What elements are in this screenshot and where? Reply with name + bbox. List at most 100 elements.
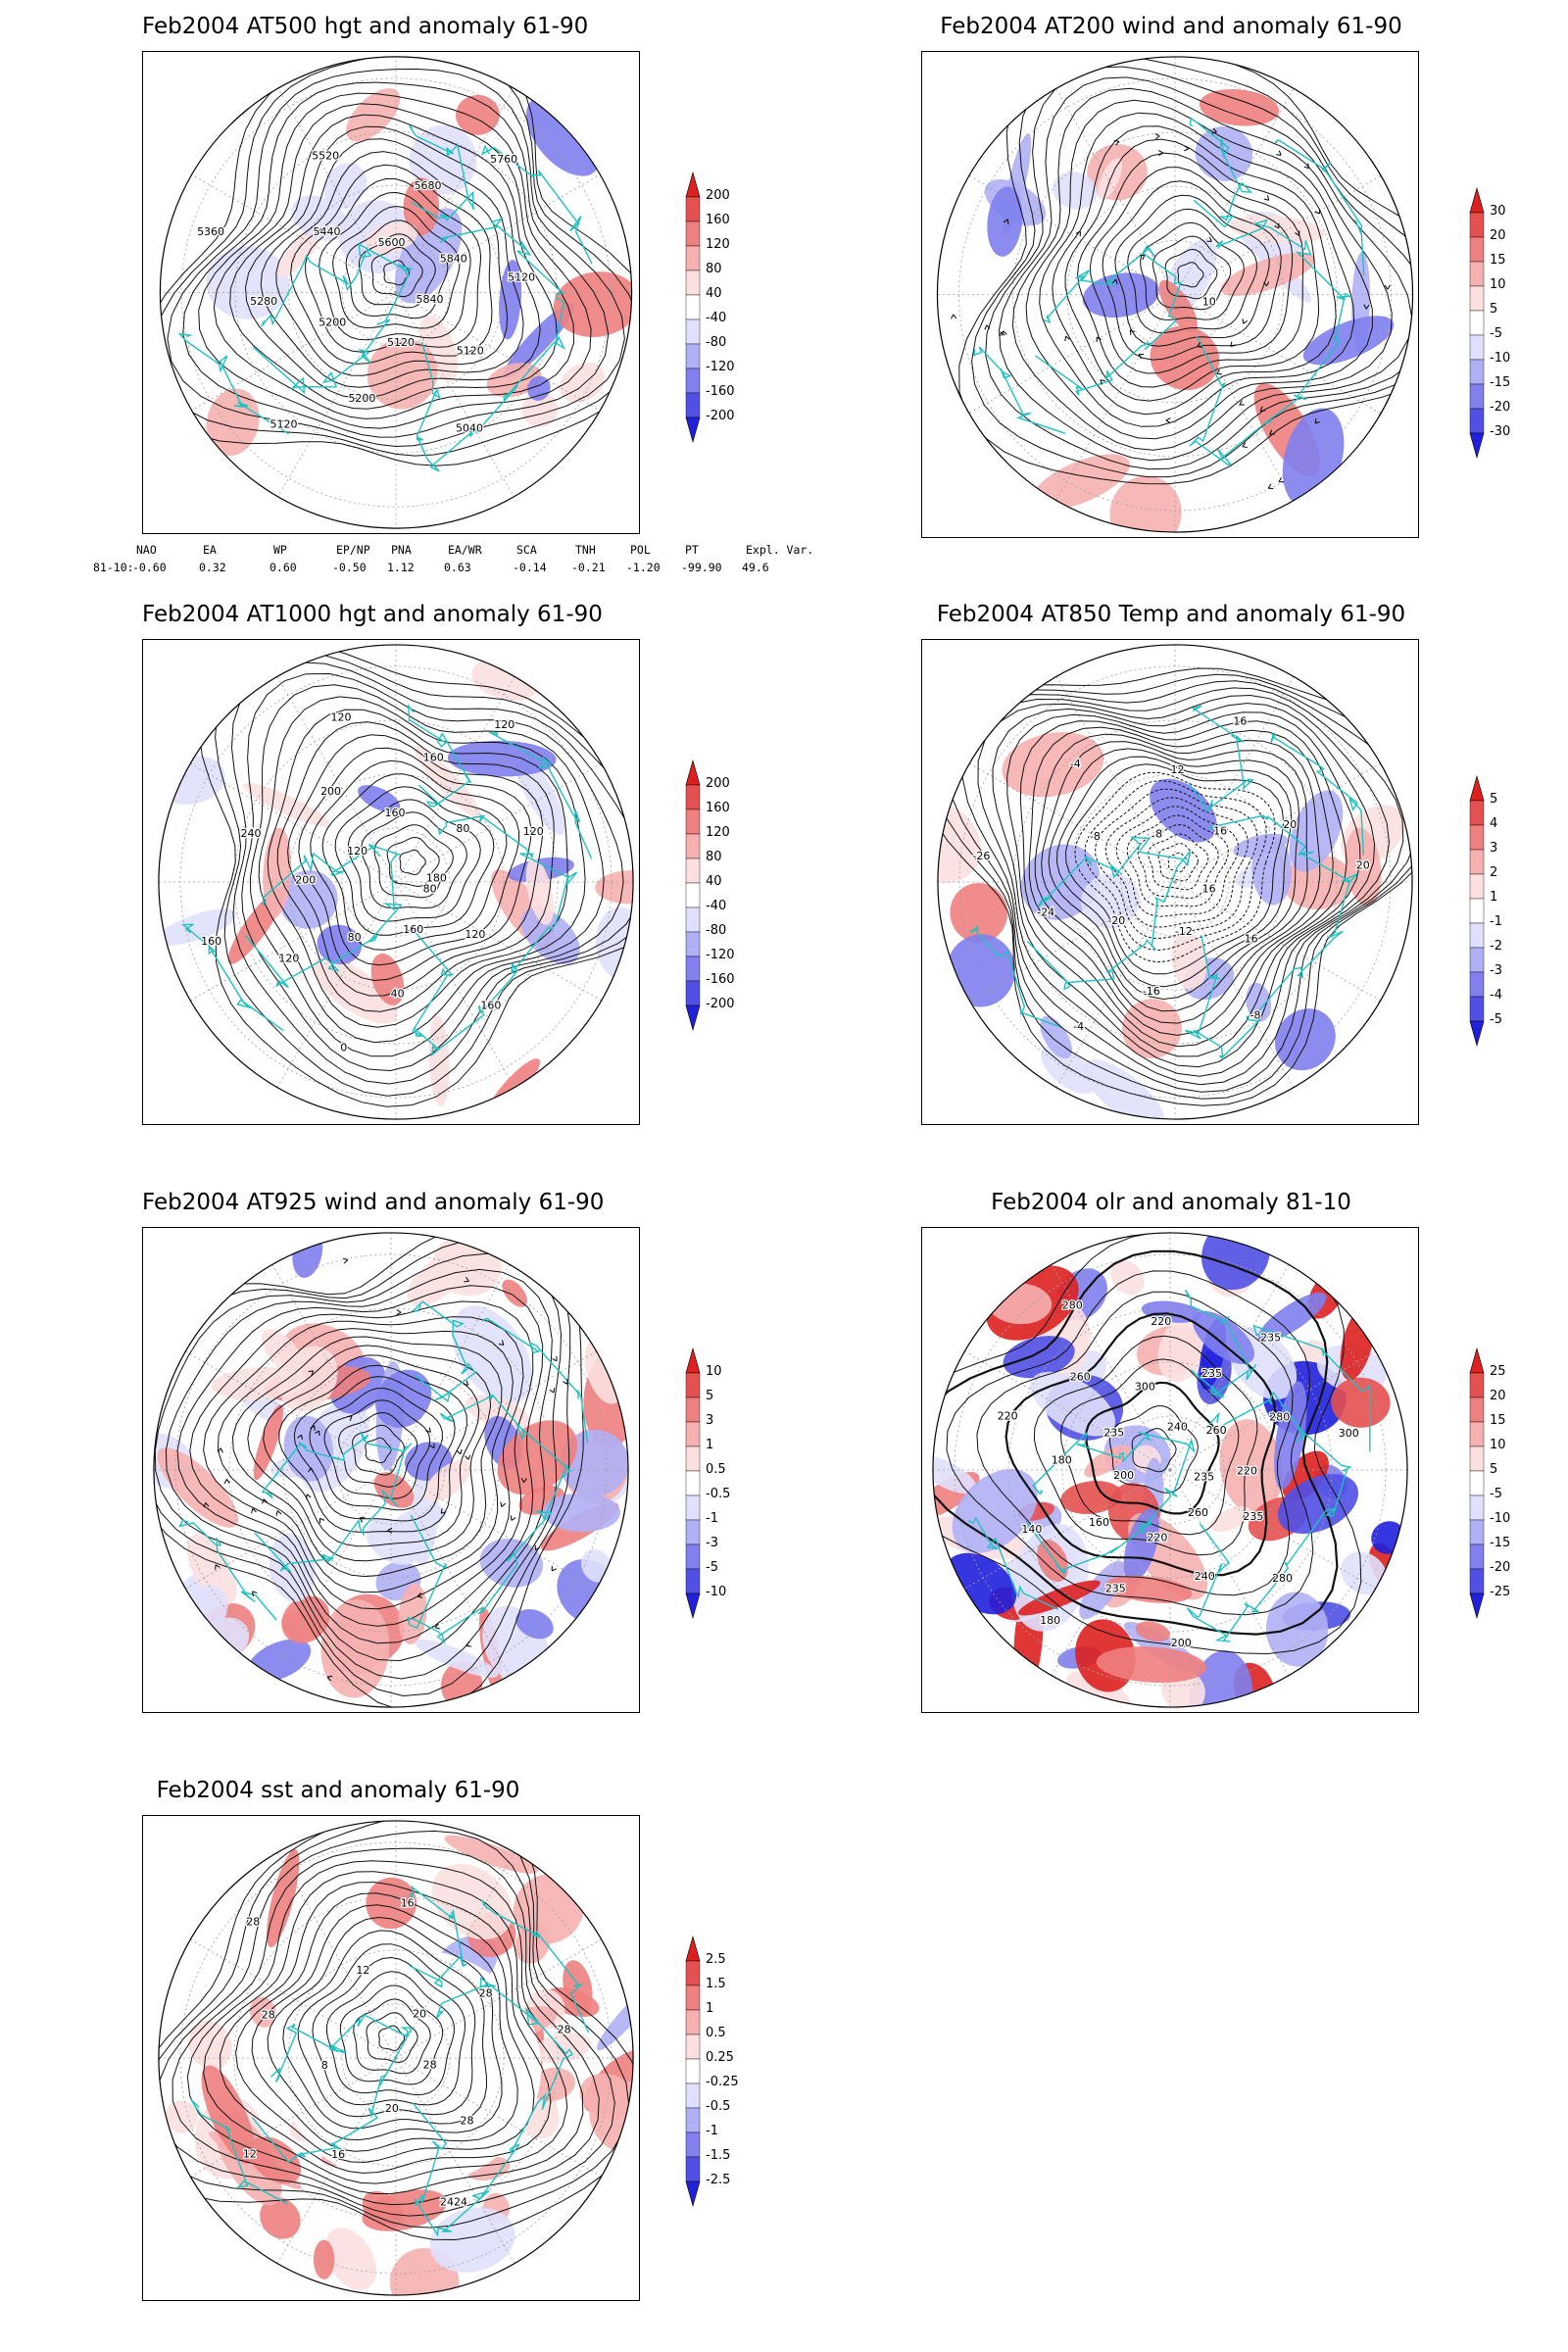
contour-line — [339, 1984, 444, 2085]
teleconnection-value: -99.90 — [681, 561, 722, 574]
contour-line — [946, 680, 1413, 1093]
contour-label: 16 — [1202, 883, 1216, 896]
wind-arrow — [1242, 442, 1248, 448]
wind-arrow — [359, 1517, 366, 1523]
contour-label: 220 — [998, 1410, 1018, 1423]
contour-line — [186, 1860, 584, 2194]
contour-line — [1127, 208, 1257, 334]
contour-label: 280 — [1269, 1410, 1290, 1423]
anomaly-shading — [415, 746, 481, 818]
contour-line — [1064, 763, 1285, 975]
contour-label: 180 — [1052, 1454, 1072, 1467]
anomaly-shading — [950, 882, 1008, 944]
contour-line — [361, 811, 467, 909]
contour-label: 260 — [1070, 1371, 1091, 1384]
wind-arrow — [396, 1309, 402, 1316]
panel-2-title: Feb2004 AT200 wind and anomaly 61-90 — [940, 14, 1402, 39]
contour-label: 5760 — [490, 153, 517, 166]
colorbar-tick-label: 1.5 — [706, 1977, 726, 1991]
contour-line — [386, 836, 440, 887]
anomaly-shading — [158, 908, 237, 946]
contour-line — [247, 1345, 492, 1562]
contour-line — [992, 703, 1376, 1068]
wind-arrow — [1111, 278, 1118, 285]
anomaly-shading — [946, 934, 1016, 1007]
contour-line — [985, 66, 1413, 470]
contour-line — [352, 1424, 406, 1476]
contour-line — [1152, 235, 1232, 311]
colorbar-tick-label: -2 — [1490, 939, 1502, 954]
teleconnection-value: -0.21 — [571, 561, 606, 574]
anomaly-shading — [553, 271, 632, 337]
contour-label: -12 — [1175, 925, 1193, 938]
contour-label: -24 — [1037, 906, 1054, 918]
colorbar-tick-label: 0.5 — [706, 1462, 726, 1477]
colorbar-tick-label: -80 — [706, 335, 727, 350]
contour-label: -4 — [1073, 1020, 1084, 1033]
wind-arrow — [466, 1642, 471, 1647]
contour-line — [215, 651, 634, 1097]
anomaly-shading — [456, 94, 500, 135]
contour-label: 5120 — [270, 417, 298, 430]
wind-arrow — [510, 1515, 516, 1521]
colorbar-graphic — [685, 759, 701, 1032]
colorbar-tick-label: 3 — [706, 1413, 714, 1428]
contour-line — [1157, 843, 1200, 882]
colorbar-tick-label: -0.5 — [706, 1487, 731, 1501]
contour-label: 28 — [558, 2023, 571, 2035]
contour-line — [321, 773, 508, 951]
contour-label: 120 — [523, 825, 544, 838]
colorbar-tick-label: 1 — [1490, 890, 1498, 905]
colorbar-tick-label: -200 — [706, 997, 735, 1011]
wind-arrow — [1096, 336, 1102, 343]
colorbar-tick-label: 200 — [706, 188, 730, 203]
contour-label: 5200 — [348, 392, 375, 405]
wind-arrow — [1314, 417, 1320, 424]
colorbar-tick-label: 15 — [1490, 1413, 1506, 1428]
teleconnection-header: POL — [630, 543, 651, 557]
contour-line — [251, 1904, 518, 2152]
contour-label: 235 — [1201, 1367, 1222, 1380]
colorbar-tick-label: 25 — [1490, 1364, 1506, 1379]
contour-label: 80 — [423, 883, 437, 896]
contour-line — [213, 103, 575, 419]
colorbar-tick-label: 4 — [1490, 816, 1498, 831]
teleconnection-value: 0.60 — [270, 561, 297, 574]
anomaly-shading — [1082, 272, 1159, 318]
colorbar-tick-label: -1 — [1490, 914, 1502, 929]
colorbar-tick-label: 5 — [1490, 302, 1498, 317]
contour-label: 260 — [1206, 1424, 1227, 1437]
contour-label: -8 — [1090, 830, 1101, 843]
contour-label: 200 — [1113, 1469, 1134, 1482]
contour-label: 5120 — [457, 344, 484, 357]
wind-arrow — [425, 1427, 431, 1433]
contour-line — [165, 1268, 553, 1662]
wind-arrow — [310, 1425, 316, 1431]
contour-label: 8 — [321, 2059, 328, 2072]
wind-arrow — [1075, 230, 1081, 237]
contour-line — [198, 92, 592, 429]
wind-arrow — [387, 1527, 393, 1534]
contour-label: 5840 — [440, 253, 467, 266]
colorbar-tick-label: 5 — [1490, 792, 1498, 807]
contour-line — [217, 1328, 514, 1593]
contour-line — [153, 1232, 584, 1708]
contour-label: 0 — [340, 1041, 347, 1054]
contour-line — [172, 1847, 600, 2206]
contour-line — [1177, 262, 1204, 288]
anomaly-shading — [533, 2033, 592, 2064]
anomaly-shading — [515, 1608, 554, 1640]
contour-line — [971, 56, 1413, 478]
contour-line — [275, 151, 509, 376]
panel-3-title: Feb2004 AT1000 hgt and anomaly 61-90 — [142, 602, 603, 627]
contour-line — [1034, 733, 1321, 1024]
anomaly-shading — [1331, 1377, 1391, 1428]
wind-arrow — [1314, 209, 1321, 215]
colorbar-graphic — [685, 1347, 701, 1620]
teleconnection-value: 1.12 — [387, 561, 415, 574]
contour-line — [290, 164, 493, 365]
colorbar-tick-label: -30 — [1490, 424, 1511, 439]
contour-label: 220 — [1237, 1465, 1257, 1478]
contour-label: 120 — [347, 845, 368, 858]
contour-line — [263, 1354, 480, 1547]
